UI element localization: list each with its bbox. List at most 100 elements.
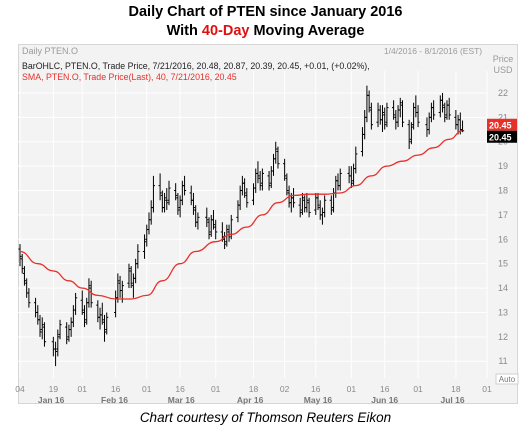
y-tick-label: 15	[498, 259, 508, 269]
auto-scale-button[interactable]	[495, 373, 519, 385]
ohlc-bar	[351, 163, 356, 186]
title-highlight-40-day: 40-Day	[201, 23, 250, 39]
chart-caption: Chart courtesy of Thomson Reuters Eikon	[139, 410, 392, 425]
ohlc-bar	[56, 329, 60, 357]
chart-title-line-2: With 40-Day Moving Average	[0, 23, 531, 39]
x-month-label: Apr 16	[237, 395, 264, 405]
x-tick-label: 16	[380, 384, 390, 394]
ohlc-bar	[102, 314, 107, 342]
ohlc-bar	[240, 175, 244, 196]
ohlc-bar	[365, 85, 369, 123]
y-tick-label: 18	[498, 186, 508, 196]
ohlc-bar	[127, 263, 131, 289]
legend-ohlc: BarOHLC, PTEN.O, Trade Price, 7/21/2016,…	[22, 61, 370, 71]
ohlc-bar	[243, 178, 247, 198]
ohlc-bar	[380, 105, 385, 132]
y-tick-label: 13	[498, 307, 508, 317]
ohlc-bar	[440, 92, 445, 113]
ohlc-bar	[100, 302, 104, 325]
last-value-tags: 20.45 20.45	[487, 118, 517, 143]
ohlc-bar	[22, 266, 27, 286]
ohlc-bar	[454, 110, 458, 130]
x-tick-label: 01	[482, 384, 492, 394]
ohlc-bar	[165, 188, 169, 211]
x-tick-label: 01	[211, 384, 221, 394]
ohlc-bar	[116, 273, 120, 303]
ohlc-bar	[269, 166, 273, 189]
ohlc-bar	[178, 195, 182, 218]
ohlc-bar	[229, 214, 233, 240]
ohlc-bar	[425, 117, 429, 137]
ohlc-bar	[274, 141, 278, 164]
ohlc-bar	[82, 305, 87, 328]
x-tick-label: 18	[451, 384, 461, 394]
x-tick-label: 01	[142, 384, 152, 394]
y-tick-label: 11	[498, 356, 507, 366]
chart-panel	[18, 44, 518, 404]
ohlc-bar	[131, 273, 136, 298]
x-tick-label: 02	[280, 384, 290, 394]
ohlc-bar	[338, 168, 342, 191]
x-month-label: Jul 16	[440, 395, 464, 405]
ohlc-bar	[205, 207, 209, 228]
x-tick-label: 16	[175, 384, 185, 394]
ohlc-bar	[429, 102, 434, 123]
ohlc-bar	[300, 192, 305, 215]
sma-40-line	[19, 130, 463, 300]
ohlc-bar	[114, 290, 118, 318]
x-tick-label: 16	[311, 384, 321, 394]
x-tick-label: 01	[347, 384, 357, 394]
ohlc-bar	[283, 158, 287, 181]
sma-last-tag	[487, 118, 517, 131]
ohlc-bar	[414, 95, 418, 118]
x-month-label: Feb 16	[101, 395, 128, 405]
x-tick-label: 01	[78, 384, 88, 394]
ohlc-bar	[323, 195, 327, 218]
y-tick-label: 16	[498, 234, 508, 244]
title-pre: With	[166, 23, 202, 39]
ohlc-bar	[347, 166, 351, 184]
ohlc-bar	[427, 112, 431, 135]
price-axis-title: Price	[493, 54, 514, 64]
price-last-tag	[487, 130, 517, 143]
panel-name: Daily PTEN.O	[22, 46, 78, 56]
ohlc-bar	[129, 266, 133, 289]
ohlc-bar	[36, 305, 40, 325]
ohlc-bar	[398, 97, 402, 118]
ohlc-bar	[194, 205, 198, 228]
ohlc-bar	[71, 305, 75, 328]
ohlc-bar	[89, 280, 93, 308]
y-tick-label: 21	[498, 112, 508, 122]
ohlc-bar	[214, 219, 218, 240]
ohlc-bar	[396, 105, 400, 128]
ohlc-bar	[53, 341, 58, 367]
ohlc-bar	[189, 185, 193, 206]
ohlc-bar	[267, 171, 271, 191]
ohlc-bar	[363, 110, 367, 140]
ohlc-bar	[40, 317, 44, 340]
ohlc-bar	[354, 146, 358, 174]
ohlc-bar	[260, 168, 264, 191]
y-tick-label: 22	[498, 88, 508, 98]
ohlc-bar	[438, 95, 442, 118]
auto-scale-label: Auto	[499, 375, 516, 384]
x-month-label: Jan 16	[38, 395, 65, 405]
ohlc-bar	[258, 171, 262, 191]
ohlc-bar	[318, 200, 322, 220]
ohlc-bar	[254, 168, 258, 193]
ohlc-bar	[432, 100, 436, 120]
ohlc-bar	[460, 120, 465, 133]
ohlc-bar	[376, 102, 380, 128]
ohlc-bar	[176, 192, 180, 215]
ohlc-bar	[33, 297, 38, 318]
ohlc-bar	[134, 258, 138, 284]
ohlc-bar	[329, 195, 333, 215]
legend-sma: SMA, PTEN.O, Trade Price(Last), 40, 7/21…	[22, 72, 237, 82]
y-tick-label: 12	[498, 332, 508, 342]
x-month-label: Jun 16	[371, 395, 398, 405]
ohlc-bar	[256, 161, 260, 184]
x-month-label: Mar 16	[168, 395, 195, 405]
ohlc-bar	[69, 317, 73, 337]
ohlc-bar	[222, 231, 227, 250]
ohlc-bar	[316, 192, 320, 211]
